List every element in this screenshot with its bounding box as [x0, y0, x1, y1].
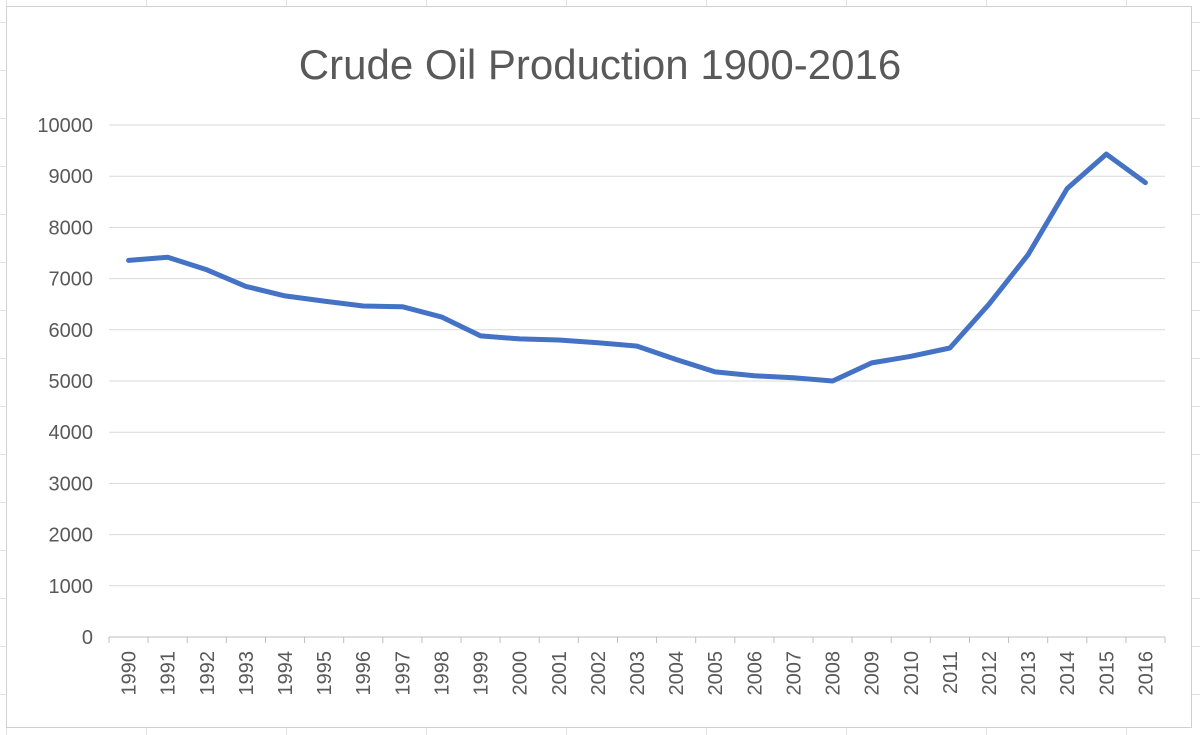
data-point-2001[interactable]: [556, 337, 562, 343]
data-point-2002[interactable]: [595, 340, 601, 346]
x-tick-label: 2009: [862, 651, 884, 696]
chart-title: Crude Oil Production 1900-2016: [298, 41, 902, 88]
x-tick-label: 2006: [744, 651, 766, 696]
data-point-2015[interactable]: [1103, 151, 1109, 157]
x-tick-label: 1999: [471, 651, 493, 696]
x-tick-label: 2004: [666, 651, 688, 696]
x-tick-label: 1997: [392, 651, 414, 696]
data-point-2003[interactable]: [634, 343, 640, 349]
data-point-2010[interactable]: [908, 353, 914, 359]
data-point-1993[interactable]: [243, 283, 249, 289]
data-point-2011[interactable]: [947, 345, 953, 351]
y-tick-label: 3000: [49, 473, 94, 495]
data-point-2009[interactable]: [869, 360, 875, 366]
x-tick-label: 1992: [197, 651, 219, 696]
data-point-1998[interactable]: [438, 314, 444, 320]
x-tick-label: 2013: [1018, 651, 1040, 696]
x-tick-label: 2000: [510, 651, 532, 696]
y-tick-label: 8000: [49, 217, 94, 239]
y-tick-label: 0: [82, 627, 93, 649]
x-tick-label: 2010: [901, 651, 923, 696]
x-tick-label: 1994: [275, 651, 297, 696]
y-tick-label: 5000: [49, 371, 94, 393]
data-point-1990[interactable]: [126, 257, 132, 263]
x-tick-label: 2016: [1135, 651, 1157, 696]
series-line-0[interactable]: [126, 151, 1148, 384]
x-tick-label: 1990: [119, 651, 141, 696]
data-point-1991[interactable]: [165, 254, 171, 260]
data-point-1995[interactable]: [321, 298, 327, 304]
x-tick-label: 1993: [236, 651, 258, 696]
x-tick-label: 1991: [158, 651, 180, 696]
x-tick-label: 2008: [823, 651, 845, 696]
x-tick-label: 2005: [705, 651, 727, 696]
y-tick-label: 2000: [49, 525, 94, 547]
y-tick-label: 4000: [49, 422, 94, 444]
x-tick-label: 2011: [940, 651, 962, 694]
x-tick-label: 2001: [549, 651, 571, 696]
data-point-2006[interactable]: [751, 373, 757, 379]
x-tick-label: 2002: [588, 651, 610, 696]
y-tick-label: 1000: [49, 576, 94, 598]
data-point-2013[interactable]: [1025, 252, 1031, 258]
data-point-2007[interactable]: [790, 375, 796, 381]
data-point-1996[interactable]: [360, 303, 366, 309]
y-tick-label: 10000: [37, 115, 93, 137]
y-tick-label: 6000: [49, 320, 94, 342]
data-point-2005[interactable]: [712, 369, 718, 375]
x-tick-label: 2014: [1057, 651, 1079, 696]
data-point-1997[interactable]: [399, 304, 405, 310]
y-tick-label: 7000: [49, 269, 94, 291]
data-point-2012[interactable]: [986, 301, 992, 307]
x-tick-label: 2012: [979, 651, 1001, 696]
data-point-1992[interactable]: [204, 267, 210, 273]
data-point-2014[interactable]: [1064, 186, 1070, 192]
data-point-2008[interactable]: [830, 378, 836, 384]
x-tick-label: 2015: [1096, 651, 1118, 696]
line-chart: 0 1000 2000 3000 4000 5000 6000 7000 8000 9000 100…: [37, 115, 1166, 696]
data-point-1999[interactable]: [478, 333, 484, 339]
data-point-2004[interactable]: [673, 357, 679, 363]
x-tick-label: 1996: [353, 651, 375, 696]
data-point-2000[interactable]: [517, 336, 523, 342]
x-tick-label: 1998: [431, 651, 453, 696]
x-tick-label: 2003: [627, 651, 649, 696]
x-tick-label: 2007: [783, 651, 805, 696]
y-tick-label: 9000: [49, 166, 94, 188]
x-tick-label: 1995: [314, 651, 336, 696]
data-point-1994[interactable]: [282, 293, 288, 299]
chart-area[interactable]: Crude Oil Production 1900-2016 0 1000 2000…: [6, 6, 1192, 728]
data-point-2016[interactable]: [1142, 180, 1148, 186]
